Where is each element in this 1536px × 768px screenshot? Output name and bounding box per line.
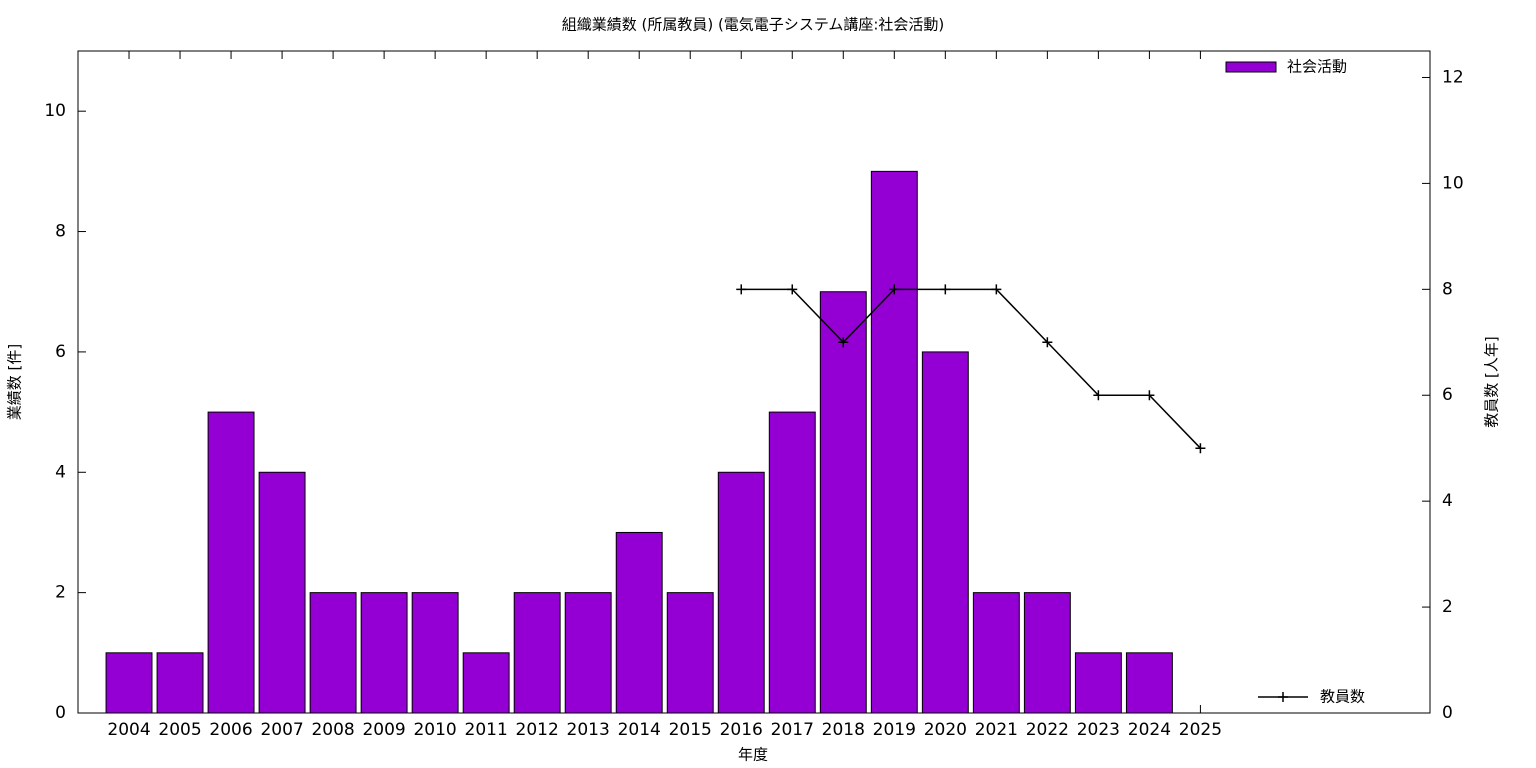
y-tick-label: 10	[44, 101, 66, 121]
x-tick-label: 2025	[1179, 720, 1222, 740]
legend-label: 教員数	[1320, 688, 1365, 706]
bar	[258, 471, 306, 714]
y2-tick-label: 4	[1442, 491, 1453, 511]
bar	[513, 592, 561, 714]
x-tick-label: 2016	[720, 720, 763, 740]
y-tick-label: 8	[55, 222, 66, 242]
bar	[156, 652, 204, 714]
bar	[768, 411, 816, 714]
y2-axis-label: 教員数 [人年]	[1483, 336, 1501, 427]
y2-tick-label: 8	[1442, 279, 1453, 299]
y2-tick-label: 10	[1442, 173, 1464, 193]
x-tick-label: 2005	[158, 720, 201, 740]
x-tick-label: 2024	[1128, 720, 1171, 740]
y-tick-label: 6	[55, 342, 66, 362]
y-axis-label: 業績数 [件]	[6, 344, 24, 420]
legend-marker	[1278, 692, 1288, 702]
y2-tick-label: 0	[1442, 703, 1453, 723]
legend-swatch	[1225, 61, 1277, 73]
bar	[921, 351, 969, 714]
y-tick-label: 4	[55, 462, 66, 482]
x-tick-label: 2004	[107, 720, 150, 740]
y2-tick-label: 12	[1442, 67, 1464, 87]
y2-tick-label: 2	[1442, 597, 1453, 617]
x-axis-label: 年度	[738, 746, 768, 764]
bar	[360, 592, 408, 714]
legend-label: 社会活動	[1287, 58, 1347, 76]
bar	[615, 531, 663, 714]
x-tick-label: 2007	[260, 720, 303, 740]
bar	[1023, 592, 1071, 714]
line	[741, 288, 1201, 449]
bar	[309, 592, 357, 714]
point-marker	[940, 284, 951, 295]
y2-tick-label: 6	[1442, 385, 1453, 405]
x-tick-label: 2006	[209, 720, 252, 740]
bar	[819, 291, 867, 714]
bar	[972, 592, 1020, 714]
point-marker	[1093, 390, 1104, 401]
x-tick-label: 2012	[516, 720, 559, 740]
point-marker	[787, 284, 798, 295]
bar	[462, 652, 510, 714]
bar	[870, 170, 918, 714]
x-tick-label: 2018	[822, 720, 865, 740]
point-marker	[1042, 337, 1053, 348]
x-tick-label: 2017	[771, 720, 814, 740]
chart-title: 組織業績数 (所属教員) (電気電子システム講座:社会活動)	[562, 16, 945, 34]
x-tick-label: 2011	[465, 720, 508, 740]
point-marker	[736, 284, 747, 295]
x-tick-label: 2008	[311, 720, 354, 740]
x-tick-label: 2010	[413, 720, 456, 740]
x-tick-label: 2013	[567, 720, 610, 740]
x-tick-label: 2020	[924, 720, 967, 740]
bar	[717, 471, 765, 714]
point-marker	[991, 284, 1002, 295]
x-tick-label: 2022	[1026, 720, 1069, 740]
x-tick-label: 2009	[362, 720, 405, 740]
x-tick-label: 2019	[873, 720, 916, 740]
point-marker	[889, 284, 900, 295]
bar	[1074, 652, 1122, 714]
x-tick-label: 2023	[1077, 720, 1120, 740]
y-tick-label: 0	[55, 703, 66, 723]
point-marker	[838, 337, 849, 348]
bar	[207, 411, 255, 714]
bar	[564, 592, 612, 714]
point-marker	[1144, 390, 1155, 401]
y-tick-label: 2	[55, 583, 66, 603]
x-tick-label: 2015	[669, 720, 712, 740]
bar	[411, 592, 459, 714]
bar	[666, 592, 714, 714]
bar	[1125, 652, 1173, 714]
point-marker	[1195, 443, 1206, 454]
bar	[105, 652, 153, 714]
x-tick-label: 2021	[975, 720, 1018, 740]
x-tick-label: 2014	[618, 720, 661, 740]
